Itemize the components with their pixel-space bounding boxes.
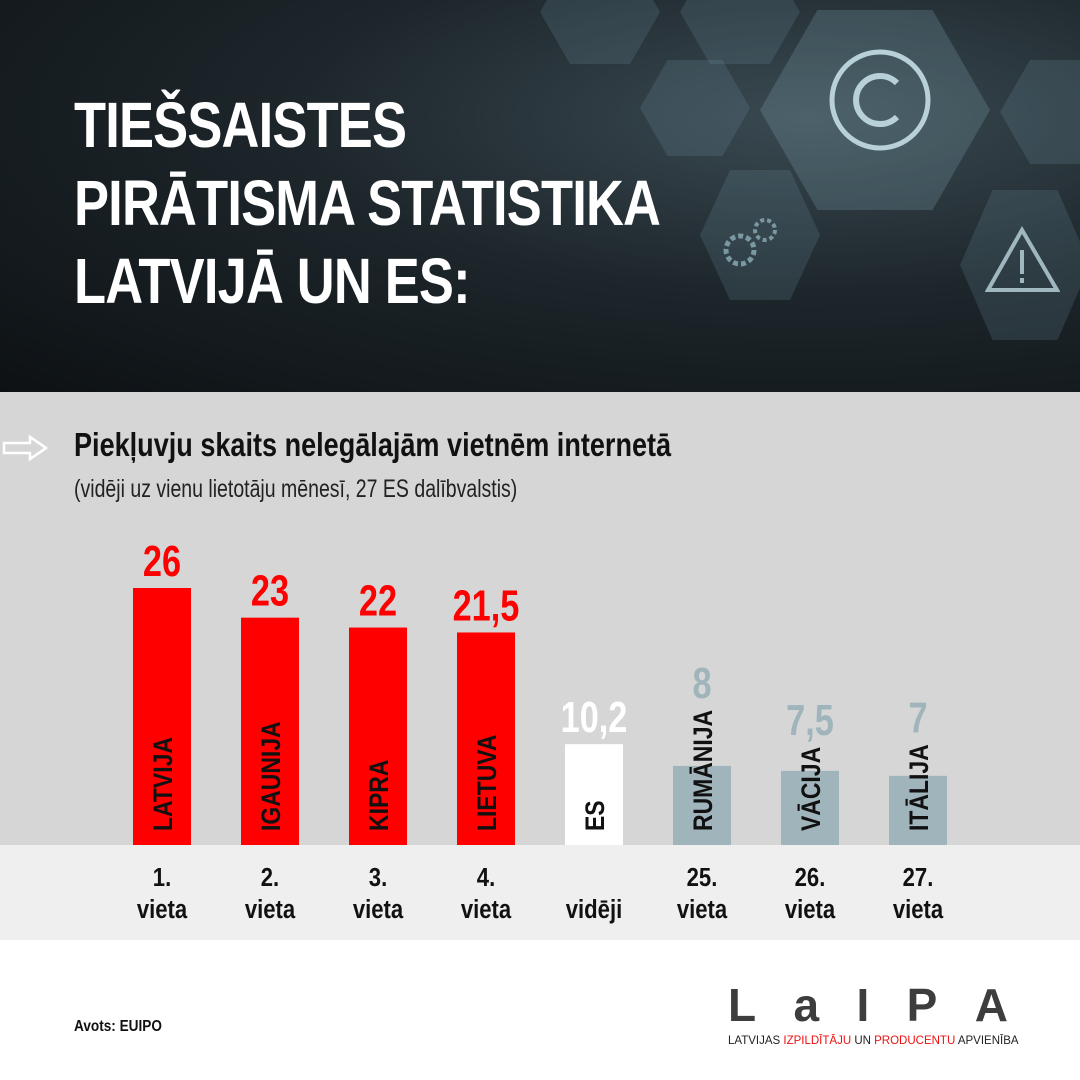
logo-tagline-part: UN xyxy=(851,1035,875,1047)
title-line: TIEŠSAISTES xyxy=(74,89,407,161)
header-banner: TIEŠSAISTES PIRĀTISMA STATISTIKA LATVIJĀ… xyxy=(0,0,1080,392)
rank-label: vieta xyxy=(353,895,404,924)
logo-letter: I xyxy=(856,979,870,1031)
rank-label: 2. xyxy=(261,863,279,892)
category-label: IGAUNIJA xyxy=(256,721,286,831)
logo-letter: L xyxy=(728,979,757,1031)
rank-label: 27. xyxy=(903,863,934,892)
value-label: 26 xyxy=(143,537,181,586)
logo-tagline-part: LATVIJAS xyxy=(728,1035,784,1047)
bar xyxy=(241,617,299,845)
logo-tagline-part: PRODUCENTU xyxy=(874,1035,956,1047)
chart-title: Piekļuvju skaits nelegālajām vietnēm int… xyxy=(74,426,672,463)
rank-label: vieta xyxy=(245,895,296,924)
rank-label: 26. xyxy=(795,863,826,892)
copyright-icon xyxy=(829,49,931,151)
bar xyxy=(133,588,191,845)
rank-label: vieta xyxy=(461,895,512,924)
bar xyxy=(673,765,731,845)
bar xyxy=(457,632,515,845)
bar xyxy=(349,627,407,845)
value-label: 8 xyxy=(692,659,711,708)
rank-label: 4. xyxy=(477,863,495,892)
rank-label: vieta xyxy=(137,895,188,924)
value-label: 7 xyxy=(908,693,927,742)
category-label: ITĀLIJA xyxy=(904,744,934,831)
rank-label: vieta xyxy=(893,895,944,924)
category-label: LATVIJA xyxy=(148,737,178,831)
logo-tagline-part: APVIENĪBA xyxy=(955,1035,1019,1047)
logo-tagline-part: IZPILDĪTĀJU xyxy=(783,1035,852,1047)
rank-label: 3. xyxy=(369,863,387,892)
logo-letter: A xyxy=(974,979,1008,1031)
bar xyxy=(781,770,839,845)
value-label: 22 xyxy=(359,577,397,626)
chart-subtitle: (vidēji uz vienu lietotāju mēnesī, 27 ES… xyxy=(74,475,518,503)
bar xyxy=(565,744,623,845)
warning-icon xyxy=(985,225,1060,292)
arrow-icon xyxy=(2,434,49,462)
rank-label: vieta xyxy=(677,895,728,924)
title-line: LATVIJĀ UN ES: xyxy=(74,245,471,317)
category-label: RUMĀNIJA xyxy=(688,710,718,831)
rank-label: 1. xyxy=(153,863,171,892)
category-label: LIETUVA xyxy=(472,735,502,831)
rank-label: vidēji xyxy=(566,895,622,924)
bar xyxy=(889,775,947,845)
logo-letter: a xyxy=(793,979,820,1031)
rank-label: vieta xyxy=(785,895,836,924)
value-label: 10,2 xyxy=(561,693,628,742)
rank-band xyxy=(0,845,1080,940)
source-note: Avots: EUIPO xyxy=(74,1018,162,1035)
value-label: 23 xyxy=(251,567,289,616)
logo-letter: P xyxy=(906,979,938,1031)
category-label: KIPRA xyxy=(364,760,394,831)
page-title: TIEŠSAISTES PIRĀTISMA STATISTIKA LATVIJĀ… xyxy=(74,86,661,320)
value-label: 21,5 xyxy=(453,581,520,630)
gears-icon xyxy=(723,218,777,267)
value-label: 7,5 xyxy=(786,696,834,745)
logo-tagline: LATVIJAS IZPILDĪTĀJU UN PRODUCENTU APVIE… xyxy=(728,1034,1019,1049)
title-line: PIRĀTISMA STATISTIKA xyxy=(74,167,661,239)
category-label: ES xyxy=(580,800,610,831)
category-label: VĀCIJA xyxy=(796,747,826,831)
rank-label: 25. xyxy=(687,863,718,892)
